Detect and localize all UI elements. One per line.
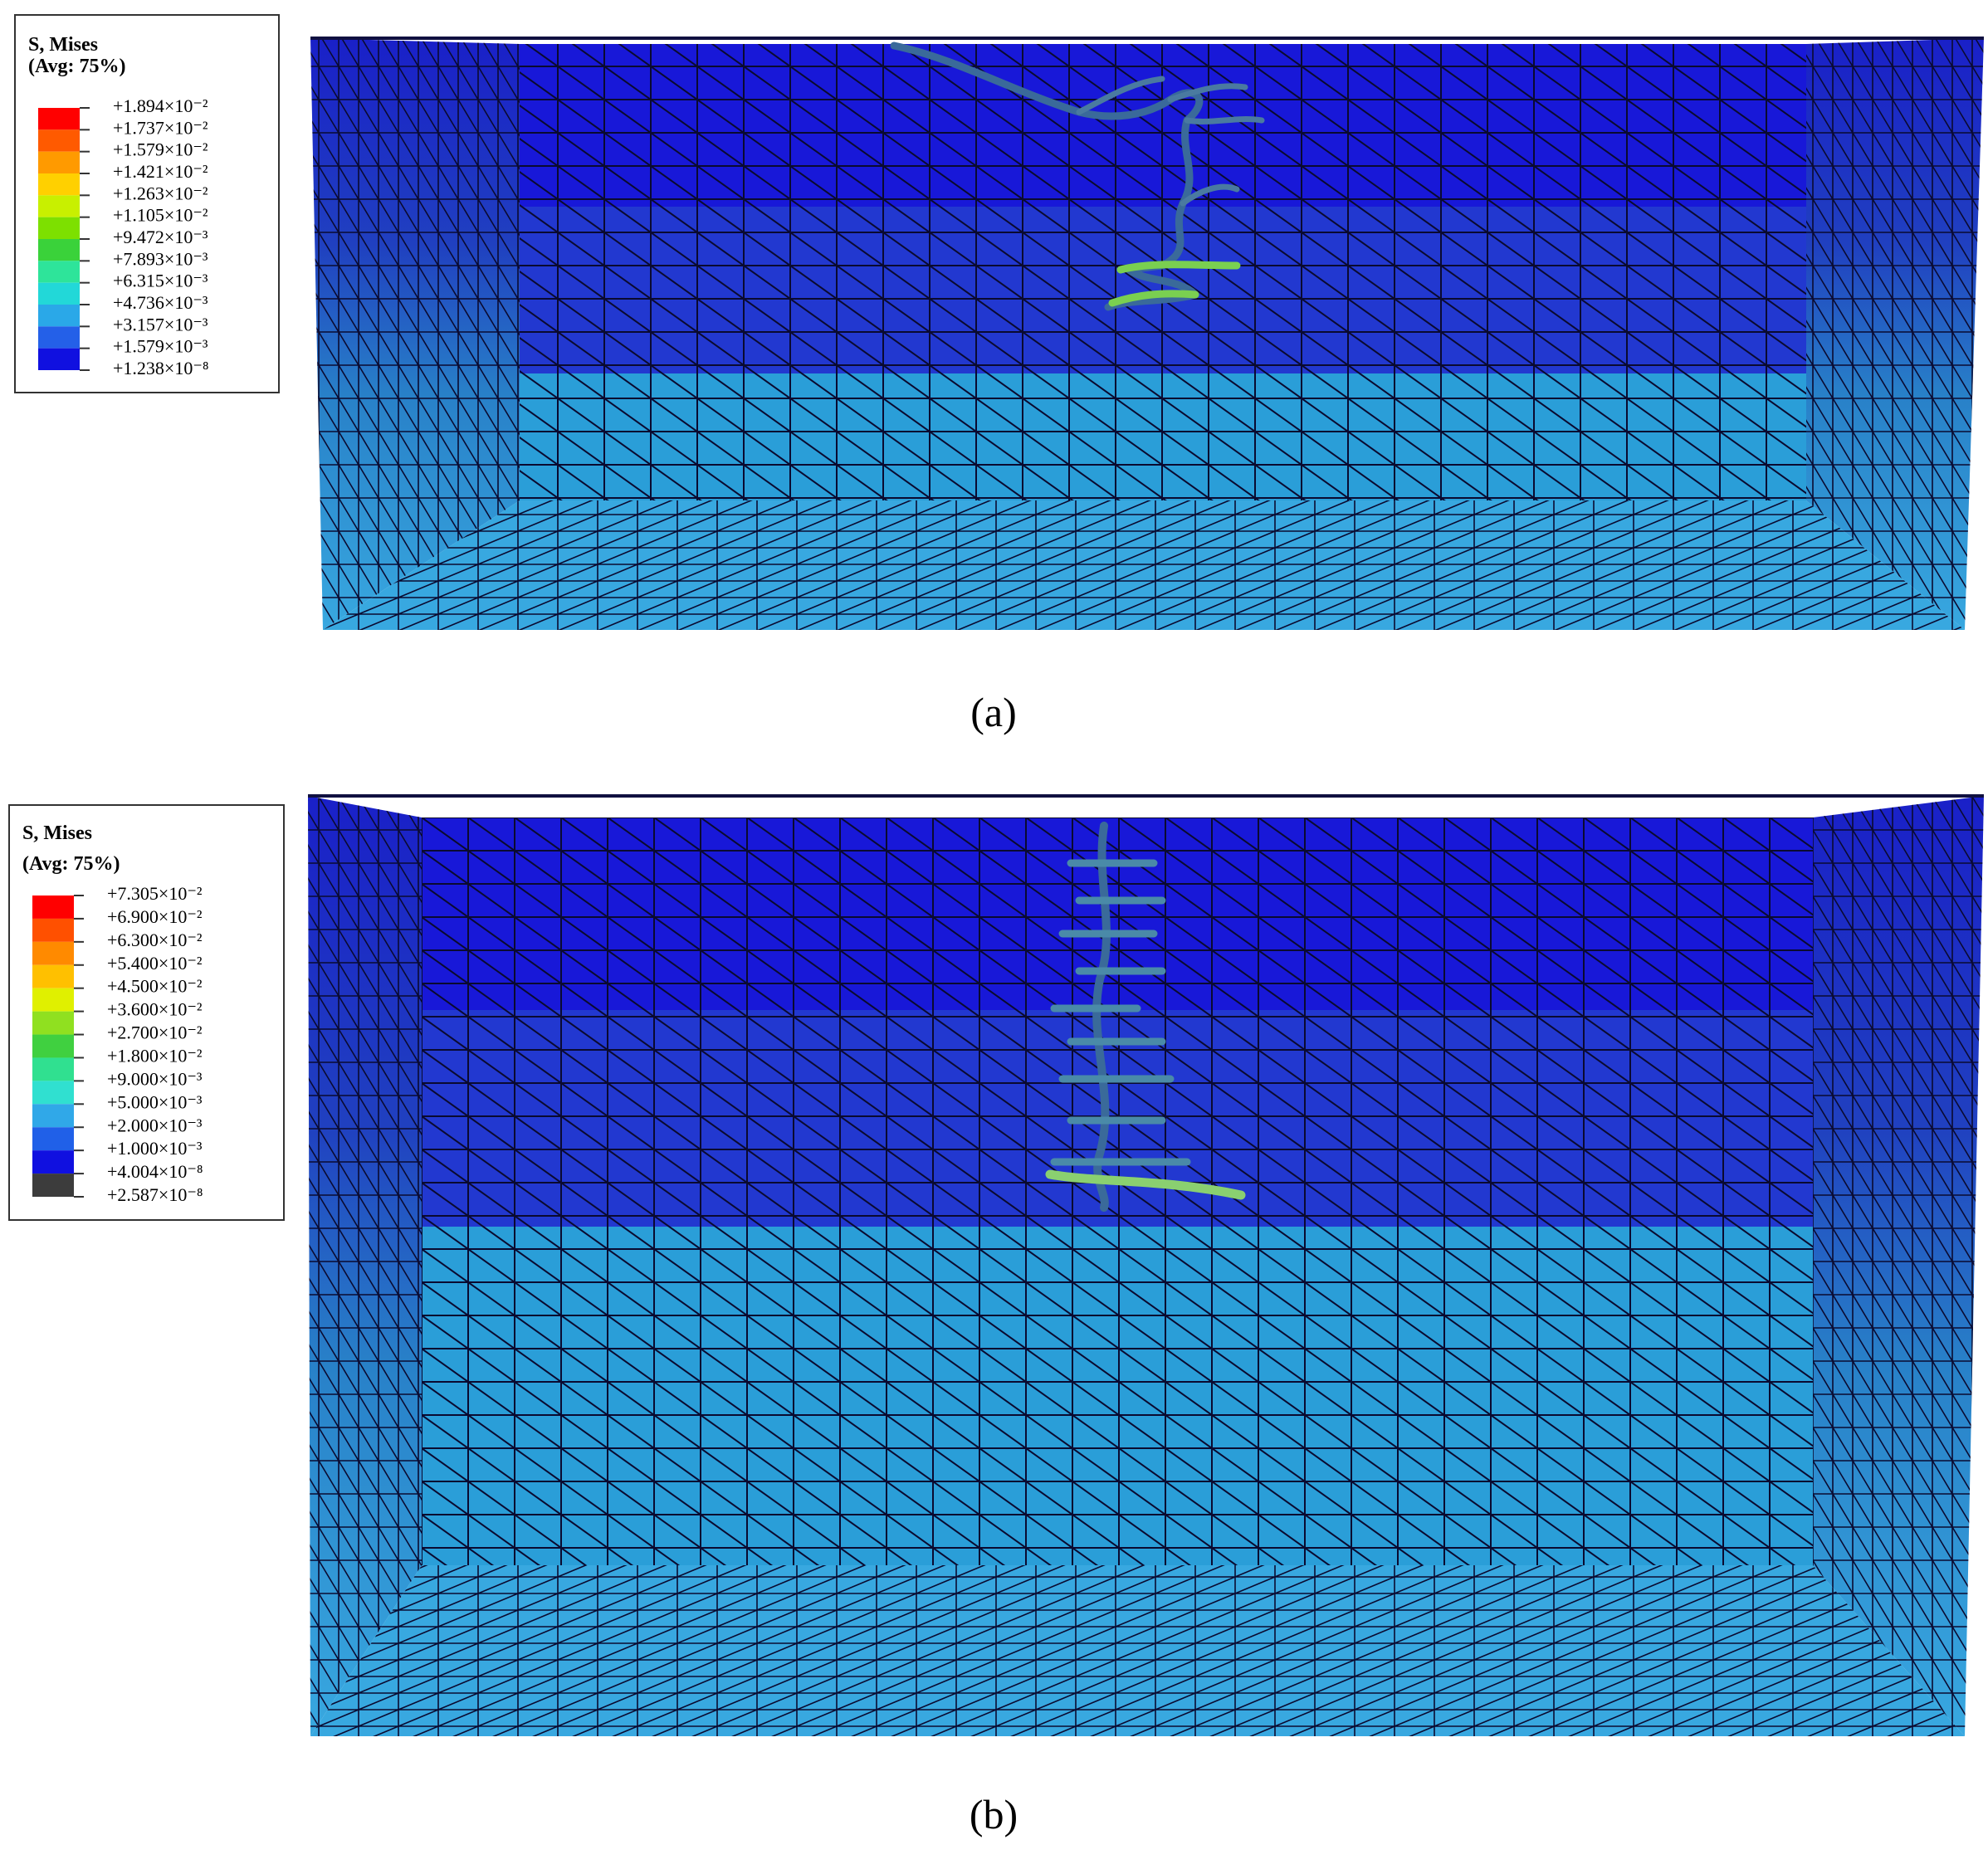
legend-label: +1.579×10⁻³ bbox=[113, 336, 208, 357]
legend: S, Mises(Avg: 75%) +1.894×10⁻²+1.737×10⁻²… bbox=[14, 14, 280, 393]
mesh-views bbox=[308, 37, 1984, 1736]
legend-label: +3.157×10⁻³ bbox=[113, 314, 208, 334]
legend-swatch bbox=[38, 217, 80, 239]
legend-label: +6.900×10⁻² bbox=[107, 906, 203, 927]
caption: (b) bbox=[970, 1791, 1018, 1837]
legend-swatch bbox=[32, 1011, 74, 1035]
legend-swatch bbox=[38, 173, 80, 196]
legend-swatch bbox=[32, 1057, 74, 1081]
legend-swatch bbox=[38, 129, 80, 152]
legend-swatch bbox=[38, 239, 80, 261]
legend-label: +5.000×10⁻³ bbox=[107, 1091, 203, 1112]
legend-label: +4.004×10⁻⁸ bbox=[107, 1161, 203, 1182]
legend-swatch bbox=[32, 896, 74, 919]
crack-a bbox=[890, 41, 1265, 311]
mesh-view bbox=[308, 794, 1984, 1736]
legend-swatch bbox=[32, 1104, 74, 1128]
legend-swatch bbox=[38, 108, 80, 130]
legend-label: +1.105×10⁻² bbox=[113, 205, 208, 226]
legend-swatch bbox=[32, 1081, 74, 1105]
legend-swatch bbox=[38, 195, 80, 217]
legend-title: S, Mises bbox=[28, 34, 98, 56]
legend-swatch bbox=[32, 1034, 74, 1058]
legend-label: +7.305×10⁻² bbox=[107, 883, 203, 904]
floor-grid bbox=[310, 1565, 1965, 1736]
legend-subtitle: (Avg: 75%) bbox=[28, 56, 126, 77]
legend-label: +1.000×10⁻³ bbox=[107, 1138, 203, 1159]
legend-label: +7.893×10⁻³ bbox=[113, 248, 208, 269]
side-wall-grid bbox=[308, 796, 422, 1736]
legend-label: +4.500×10⁻² bbox=[107, 976, 203, 997]
legend-label: +1.238×10⁻⁸ bbox=[113, 358, 209, 378]
crack-b bbox=[1045, 822, 1246, 1212]
legend-label: +6.315×10⁻³ bbox=[113, 271, 208, 291]
side-wall-grid bbox=[310, 38, 520, 630]
legend-label: +2.700×10⁻² bbox=[107, 1022, 203, 1043]
legend-swatch bbox=[32, 1127, 74, 1151]
legend-swatch bbox=[32, 1150, 74, 1174]
legend-swatch bbox=[32, 1174, 74, 1197]
legend-label: +1.421×10⁻² bbox=[113, 161, 208, 182]
legend-swatch bbox=[38, 151, 80, 173]
floor-grid bbox=[323, 500, 1965, 630]
legend-label: +4.736×10⁻³ bbox=[113, 292, 208, 313]
legend-swatch bbox=[38, 305, 80, 327]
back-grid bbox=[520, 44, 1806, 500]
legend: S, Mises (Avg: 75%) +7.305×10⁻²+6.900×10⁻²… bbox=[8, 804, 285, 1221]
back-grid bbox=[422, 817, 1813, 1565]
caption: (a) bbox=[970, 689, 1017, 735]
legend-label: +2.587×10⁻⁸ bbox=[107, 1184, 203, 1205]
legend-subtitle: (Avg: 75%) bbox=[22, 853, 120, 875]
mesh-view bbox=[310, 37, 1984, 630]
side-wall-grid bbox=[1806, 38, 1984, 630]
legend-label: +9.472×10⁻³ bbox=[113, 227, 208, 247]
legend-label: +6.300×10⁻² bbox=[107, 930, 203, 950]
legend-swatch bbox=[32, 988, 74, 1012]
legend-label: +1.894×10⁻² bbox=[113, 95, 208, 116]
legend-label: +1.263×10⁻² bbox=[113, 183, 208, 203]
legend-swatch bbox=[38, 348, 80, 370]
legend-swatch bbox=[32, 941, 74, 965]
legend-title: S, Mises bbox=[22, 822, 92, 844]
legend-label: +9.000×10⁻³ bbox=[107, 1068, 203, 1089]
legend-label: +1.737×10⁻² bbox=[113, 117, 208, 138]
side-wall-grid bbox=[1813, 796, 1984, 1736]
legend-label: +2.000×10⁻³ bbox=[107, 1115, 203, 1135]
legend-swatch bbox=[38, 282, 80, 305]
legend-label: +1.800×10⁻² bbox=[107, 1046, 203, 1066]
legend-swatch bbox=[38, 326, 80, 349]
legend-label: +1.579×10⁻² bbox=[113, 139, 208, 160]
legend-swatch bbox=[32, 918, 74, 942]
legend-swatch bbox=[38, 261, 80, 283]
legend-label: +3.600×10⁻² bbox=[107, 999, 203, 1020]
legend-label: +5.400×10⁻² bbox=[107, 953, 203, 974]
legend-swatch bbox=[32, 964, 74, 988]
